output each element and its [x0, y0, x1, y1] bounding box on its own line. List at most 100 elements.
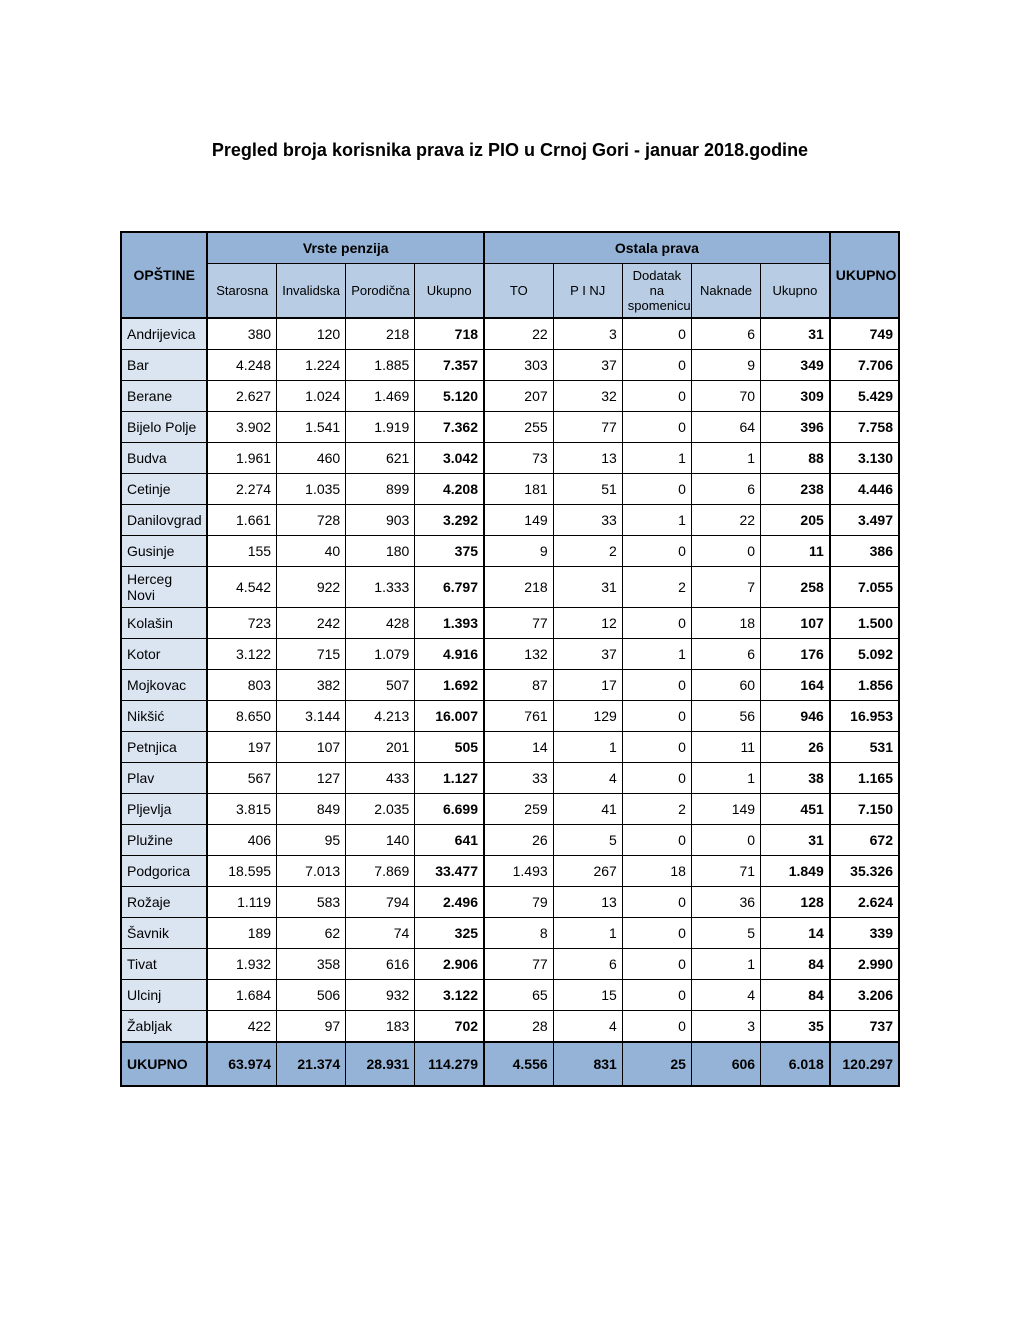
- table-cell: 718: [415, 318, 484, 350]
- table-cell: 36: [691, 887, 760, 918]
- table-cell: 749: [830, 318, 899, 350]
- table-cell: 358: [277, 949, 346, 980]
- table-cell: 5.092: [830, 639, 899, 670]
- table-cell: UKUPNO: [121, 1042, 207, 1086]
- table-cell: 0: [691, 536, 760, 567]
- table-cell: 107: [761, 608, 830, 639]
- total-row: UKUPNO63.97421.37428.931114.2794.5568312…: [121, 1042, 899, 1086]
- table-cell: 380: [207, 318, 276, 350]
- table-cell: 1: [691, 949, 760, 980]
- table-cell: 922: [277, 567, 346, 608]
- table-cell: 7.013: [277, 856, 346, 887]
- table-cell: 723: [207, 608, 276, 639]
- table-cell: 218: [346, 318, 415, 350]
- table-cell: 73: [484, 443, 553, 474]
- table-cell: 176: [761, 639, 830, 670]
- table-cell: 339: [830, 918, 899, 949]
- table-cell: 77: [553, 412, 622, 443]
- table-cell: 531: [830, 732, 899, 763]
- table-cell: 0: [622, 701, 691, 732]
- table-cell: 1.035: [277, 474, 346, 505]
- table-cell: 0: [622, 763, 691, 794]
- table-cell: 3.144: [277, 701, 346, 732]
- table-cell: 87: [484, 670, 553, 701]
- table-cell: 1.885: [346, 350, 415, 381]
- table-cell: 4.556: [484, 1042, 553, 1086]
- table-cell: 41: [553, 794, 622, 825]
- table-cell: 37: [553, 350, 622, 381]
- table-cell: 28: [484, 1011, 553, 1043]
- table-cell: Žabljak: [121, 1011, 207, 1043]
- table-cell: 129: [553, 701, 622, 732]
- table-cell: 97: [277, 1011, 346, 1043]
- table-cell: 4.916: [415, 639, 484, 670]
- table-cell: 180: [346, 536, 415, 567]
- table-row: Andrijevica3801202187182230631749: [121, 318, 899, 350]
- table-cell: 433: [346, 763, 415, 794]
- header-opstine: OPŠTINE: [121, 232, 207, 318]
- table-cell: 114.279: [415, 1042, 484, 1086]
- table-cell: 56: [691, 701, 760, 732]
- table-cell: 77: [484, 949, 553, 980]
- table-cell: 51: [553, 474, 622, 505]
- table-cell: 0: [622, 1011, 691, 1043]
- table-cell: 26: [761, 732, 830, 763]
- table-cell: 14: [761, 918, 830, 949]
- table-cell: 2: [553, 536, 622, 567]
- table-cell: 26: [484, 825, 553, 856]
- table-cell: 33.477: [415, 856, 484, 887]
- table-cell: 0: [622, 474, 691, 505]
- table-cell: 0: [622, 318, 691, 350]
- table-cell: 197: [207, 732, 276, 763]
- table-row: Bijelo Polje3.9021.5411.9197.36225577064…: [121, 412, 899, 443]
- table-cell: 7.150: [830, 794, 899, 825]
- table-cell: 31: [761, 318, 830, 350]
- table-cell: 7: [691, 567, 760, 608]
- table-cell: 2.624: [830, 887, 899, 918]
- table-cell: 641: [415, 825, 484, 856]
- table-cell: 0: [622, 381, 691, 412]
- table-cell: 1.684: [207, 980, 276, 1011]
- table-cell: 17: [553, 670, 622, 701]
- table-cell: 33: [553, 505, 622, 536]
- table-cell: 7.758: [830, 412, 899, 443]
- table-cell: 11: [761, 536, 830, 567]
- table-cell: 1.500: [830, 608, 899, 639]
- table-cell: 303: [484, 350, 553, 381]
- table-cell: 7.706: [830, 350, 899, 381]
- table-cell: 3.292: [415, 505, 484, 536]
- table-cell: 2: [622, 567, 691, 608]
- table-cell: 1: [553, 732, 622, 763]
- table-row: Rožaje1.1195837942.49679130361282.624: [121, 887, 899, 918]
- table-row: Plužine406951406412650031672: [121, 825, 899, 856]
- table-row: Berane2.6271.0241.4695.120207320703095.4…: [121, 381, 899, 412]
- table-cell: 849: [277, 794, 346, 825]
- table-cell: 127: [277, 763, 346, 794]
- table-cell: 38: [761, 763, 830, 794]
- table-cell: 946: [761, 701, 830, 732]
- table-cell: 6.797: [415, 567, 484, 608]
- table-cell: 396: [761, 412, 830, 443]
- table-cell: 1: [622, 443, 691, 474]
- table-cell: 621: [346, 443, 415, 474]
- table-cell: 451: [761, 794, 830, 825]
- table-cell: 375: [415, 536, 484, 567]
- table-cell: 0: [622, 350, 691, 381]
- table-cell: Kotor: [121, 639, 207, 670]
- table-cell: 715: [277, 639, 346, 670]
- table-cell: 6: [691, 474, 760, 505]
- table-cell: 0: [622, 536, 691, 567]
- table-cell: 428: [346, 608, 415, 639]
- table-row: Danilovgrad1.6617289033.292149331222053.…: [121, 505, 899, 536]
- table-cell: Petnjica: [121, 732, 207, 763]
- table-cell: 40: [277, 536, 346, 567]
- table-cell: 3.042: [415, 443, 484, 474]
- table-cell: 7.362: [415, 412, 484, 443]
- table-cell: Pljevlja: [121, 794, 207, 825]
- table-cell: 28.931: [346, 1042, 415, 1086]
- table-cell: 13: [553, 443, 622, 474]
- table-cell: 4: [691, 980, 760, 1011]
- table-row: Šavnik1896274325810514339: [121, 918, 899, 949]
- table-cell: 3.815: [207, 794, 276, 825]
- subheader-pinj: P I NJ: [553, 264, 622, 319]
